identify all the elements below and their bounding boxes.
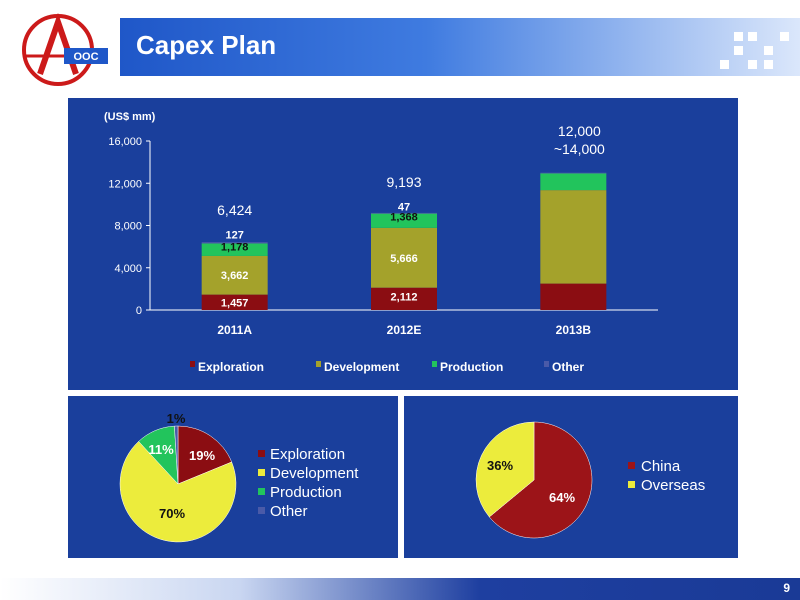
pie-label-development: 70% — [159, 506, 185, 521]
pie-label-other: 1% — [167, 411, 186, 426]
bar-other-2013B — [540, 172, 607, 174]
region-pie-panel: 64% 36% China Overseas — [404, 396, 738, 558]
x-tick-label: 2013B — [556, 323, 592, 337]
legend-label-other: Other — [552, 360, 584, 374]
y-tick-label: 12,000 — [108, 178, 142, 190]
legend-label-development: Development — [270, 465, 359, 482]
pie-slice-other — [174, 425, 179, 485]
y-tick-label: 16,000 — [108, 136, 142, 148]
bar-chart-panel: (US$ mm) 0 4,000 8,000 12,000 16,000 2011A 2012… — [68, 98, 738, 390]
legend-label-production: Production — [270, 484, 342, 501]
total-label-2013B: 12,000 — [558, 123, 601, 139]
bar-other-2012E — [371, 212, 437, 214]
header-band — [120, 18, 800, 76]
bar-development-2011A — [201, 255, 268, 295]
data-label-development-2011A: 3,662 — [221, 270, 249, 282]
legend-swatch-other — [544, 361, 549, 367]
data-label-other-2011A: 127 — [225, 230, 243, 242]
bar-production-2011A — [201, 243, 268, 256]
legend-label-production: Production — [440, 360, 503, 374]
data-label-exploration-2012E: 2,112 — [391, 291, 418, 303]
legend-swatch-development — [258, 469, 265, 476]
legend-swatch-development — [316, 361, 321, 367]
y-tick-label: 8,000 — [114, 221, 142, 233]
legend-swatch-overseas — [628, 481, 635, 488]
slide-title: Capex Plan — [136, 30, 277, 60]
legend-swatch-china — [628, 462, 635, 469]
legend-swatch-exploration — [190, 361, 195, 367]
legend-swatch-production — [432, 361, 437, 367]
page-number: 9 — [783, 581, 790, 595]
y-tick-label: 4,000 — [114, 263, 142, 275]
legend-swatch-exploration — [258, 450, 265, 457]
bar-production-2013B — [540, 173, 607, 191]
pie-slice-exploration — [177, 425, 232, 485]
x-tick-label: 2011A — [217, 323, 252, 337]
bar-other-2011A — [201, 242, 268, 244]
bar-exploration-2012E — [371, 287, 437, 310]
legend-swatch-production — [258, 488, 265, 495]
legend-label-other: Other — [270, 503, 308, 520]
y-tick-label: 0 — [136, 305, 142, 317]
bar-development-2012E — [371, 227, 437, 288]
x-tick-label: 2012E — [387, 323, 422, 337]
pie-label-china: 64% — [549, 490, 575, 505]
capex-bar-chart: (US$ mm) 0 4,000 8,000 12,000 16,000 2011A 2012… — [104, 111, 658, 374]
y-axis-unit-label: (US$ mm) — [104, 111, 156, 123]
total-label-2012E: 9,193 — [386, 174, 421, 190]
legend-label-exploration: Exploration — [270, 446, 345, 463]
pie-slice-development — [119, 441, 237, 543]
data-label-production-2012E: 1,368 — [390, 211, 418, 223]
legend-label-exploration: Exploration — [198, 360, 264, 374]
legend-swatch-other — [258, 507, 265, 514]
pie-slice-china — [488, 421, 593, 539]
footer-bar — [0, 578, 800, 600]
pie-label-exploration: 19% — [189, 448, 215, 463]
pie-label-overseas: 36% — [487, 458, 513, 473]
region-pie-chart: 64% 36% China Overseas — [475, 421, 705, 539]
bar-exploration-2011A — [201, 294, 268, 310]
bar-production-2012E — [371, 213, 437, 228]
total-label-2011A: 6,424 — [217, 202, 252, 218]
company-logo: OOC — [22, 12, 108, 86]
bar-development-2013B — [540, 190, 607, 284]
data-label-development-2012E: 5,666 — [390, 253, 418, 265]
bar-exploration-2013B — [540, 283, 607, 310]
legend-label-development: Development — [324, 360, 399, 374]
pie-label-production: 11% — [148, 442, 174, 457]
total-label-2013B: ~14,000 — [554, 141, 605, 157]
legend-label-overseas: Overseas — [641, 477, 705, 494]
svg-text:OOC: OOC — [73, 51, 98, 63]
segment-pie-chart: 19% 70% 11% 1% Exploration Development Product… — [119, 411, 359, 543]
legend-label-china: China — [641, 458, 681, 475]
data-label-other-2012E: 47 — [398, 202, 410, 214]
pie-slice-overseas — [475, 421, 535, 518]
segment-pie-panel: 19% 70% 11% 1% Exploration Development Product… — [68, 396, 398, 558]
data-label-production-2011A: 1,178 — [221, 241, 249, 253]
data-label-exploration-2011A: 1,457 — [221, 298, 249, 310]
